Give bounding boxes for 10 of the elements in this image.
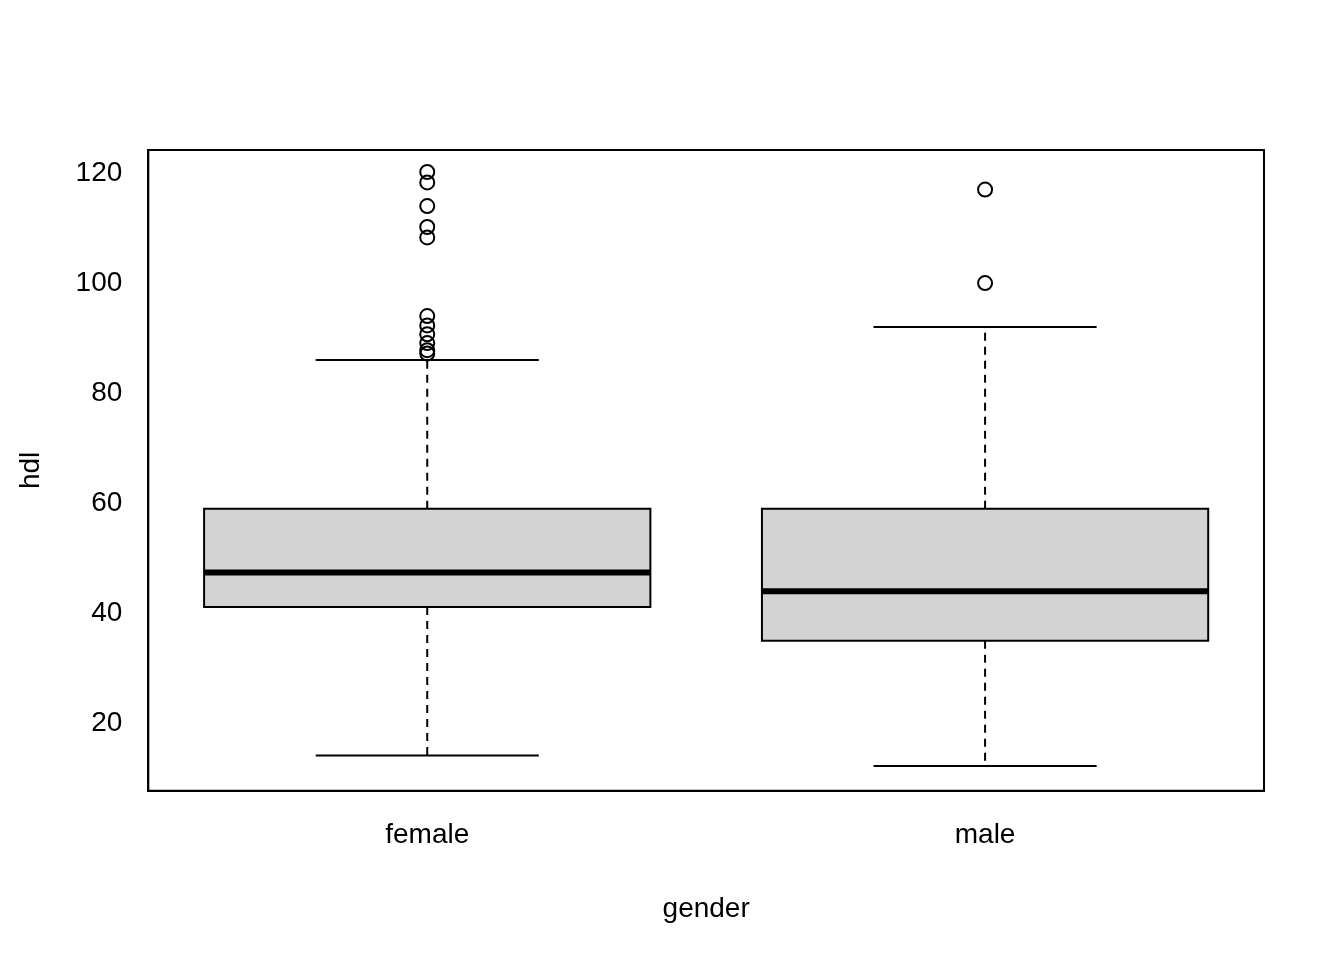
y-tick-label: 120 bbox=[75, 155, 123, 187]
y-tick-label: 20 bbox=[91, 705, 123, 737]
x-axis-title: gender bbox=[662, 891, 750, 923]
y-tick-label: 60 bbox=[91, 485, 123, 517]
y-tick-label: 100 bbox=[75, 265, 123, 297]
y-axis-title: hdl bbox=[13, 451, 45, 490]
x-tick-label: female bbox=[385, 818, 470, 850]
y-tick-label: 40 bbox=[91, 595, 123, 627]
y-tick-label: 80 bbox=[91, 375, 123, 407]
x-tick-label: male bbox=[954, 818, 1016, 850]
